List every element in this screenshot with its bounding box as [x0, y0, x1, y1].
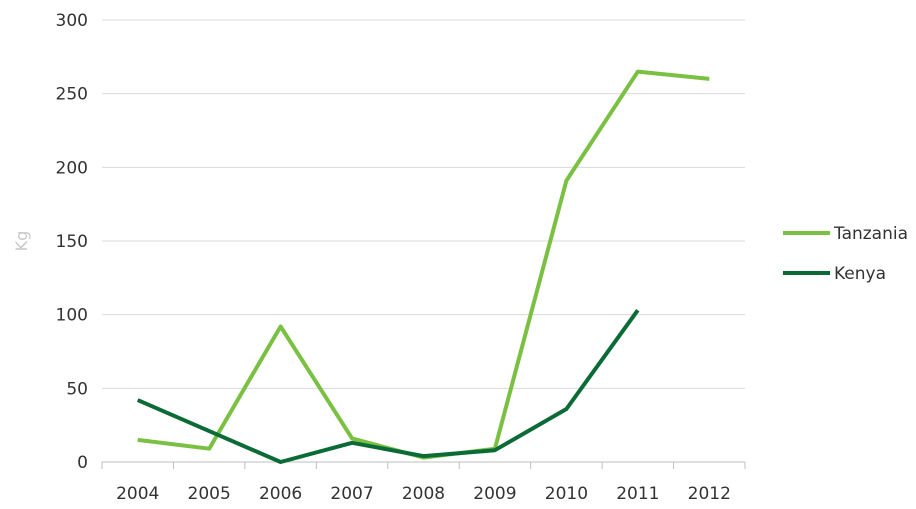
- x-tick-label: 2005: [188, 484, 231, 504]
- legend-label-kenya: Kenya: [834, 264, 886, 284]
- y-tick-label: 200: [56, 158, 88, 178]
- x-tick-label: 2010: [545, 484, 588, 504]
- legend: Tanzania Kenya: [783, 224, 908, 284]
- x-tick-label: 2012: [688, 484, 731, 504]
- y-axis-label: Kg: [12, 231, 31, 252]
- x-tick-label: 2006: [259, 484, 302, 504]
- y-tick-label: 50: [66, 379, 88, 399]
- series-line-kenya: [136, 309, 640, 464]
- axes: [101, 461, 746, 469]
- x-tick-label: 2008: [402, 484, 445, 504]
- x-tick-label: 2007: [330, 484, 373, 504]
- series-line-tanzania: [137, 69, 710, 460]
- y-tick-label: 0: [77, 453, 88, 473]
- x-tick-labels: 2004 2005 2006 2007 2008 2009 2010 2011 2012: [116, 484, 731, 504]
- y-tick-labels: 0 50 100 150 200 250 300: [56, 11, 88, 473]
- series-lines: [136, 69, 710, 464]
- y-tick-label: 300: [56, 11, 88, 31]
- x-tick-label: 2004: [116, 484, 159, 504]
- x-tick-label: 2009: [473, 484, 516, 504]
- legend-label-tanzania: Tanzania: [833, 224, 908, 244]
- x-tick-label: 2011: [616, 484, 659, 504]
- y-tick-label: 250: [56, 85, 88, 105]
- gridlines: [102, 19, 745, 389]
- y-tick-label: 100: [56, 306, 88, 326]
- y-tick-label: 150: [56, 232, 88, 252]
